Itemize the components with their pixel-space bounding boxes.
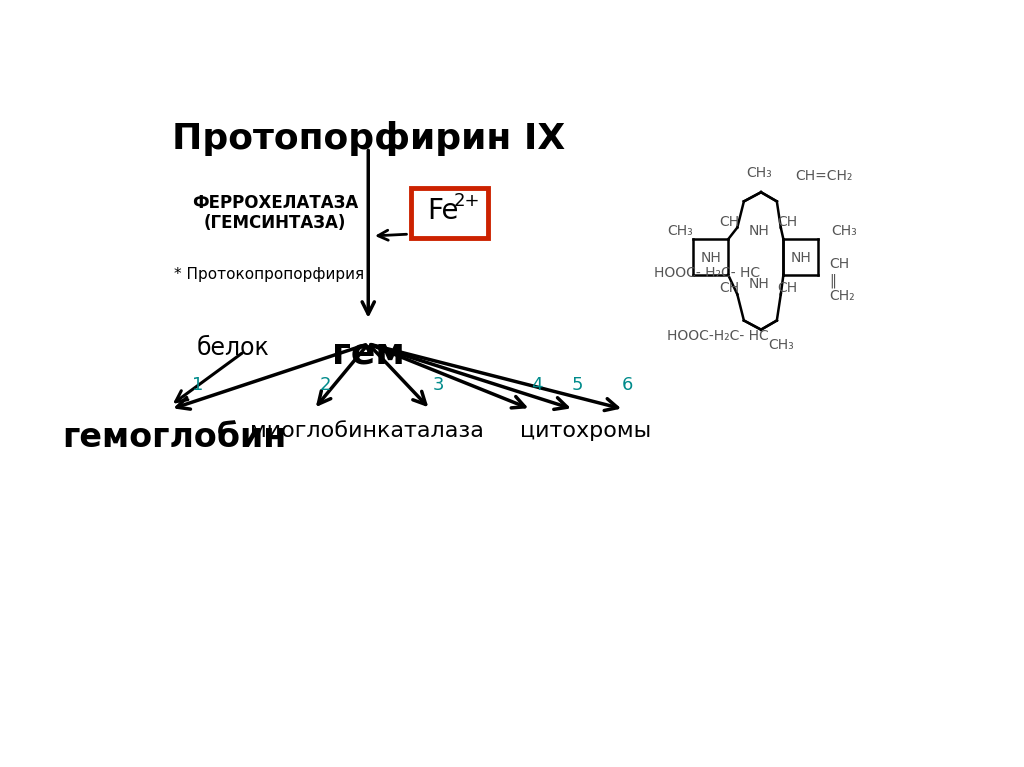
Text: CH₃: CH₃ — [746, 166, 772, 180]
Text: 1: 1 — [193, 376, 204, 394]
Text: * Протокопропорфирия: * Протокопропорфирия — [174, 267, 365, 282]
Text: CH₃: CH₃ — [768, 337, 794, 351]
Text: CH: CH — [777, 216, 798, 229]
Text: HOOC-H₂C- HC: HOOC-H₂C- HC — [667, 328, 769, 343]
Text: 2: 2 — [319, 376, 332, 394]
Text: NH: NH — [700, 251, 721, 265]
Text: 6: 6 — [623, 376, 634, 394]
Text: 4: 4 — [530, 376, 542, 394]
Text: 2+: 2+ — [454, 192, 480, 209]
Text: CH=CH₂: CH=CH₂ — [796, 169, 853, 183]
Text: гемоглобин: гемоглобин — [62, 421, 287, 454]
Text: CH: CH — [719, 281, 739, 295]
Text: NH: NH — [791, 251, 811, 265]
Bar — [411, 188, 488, 238]
Text: HOOC- H₂C- HC: HOOC- H₂C- HC — [653, 266, 760, 281]
Text: гем: гем — [332, 336, 404, 370]
Text: 3: 3 — [432, 376, 443, 394]
Text: NH: NH — [749, 224, 769, 238]
Text: каталаза: каталаза — [377, 421, 483, 441]
Text: NH: NH — [749, 277, 769, 291]
Text: Протопорфирин IX: Протопорфирин IX — [172, 120, 565, 156]
Text: CH: CH — [777, 281, 798, 295]
Text: ФЕРРОХЕЛАТАЗА
(ГЕМСИНТАЗА): ФЕРРОХЕЛАТАЗА (ГЕМСИНТАЗА) — [193, 193, 358, 232]
Text: цитохромы: цитохромы — [519, 421, 651, 441]
Text: CH₂: CH₂ — [829, 288, 855, 303]
Text: миоглобин: миоглобин — [251, 421, 378, 441]
Text: белок: белок — [197, 336, 269, 360]
Text: 5: 5 — [571, 376, 584, 394]
Text: Fe: Fe — [428, 197, 459, 225]
Text: CH₃: CH₃ — [667, 224, 693, 238]
Text: CH: CH — [719, 216, 739, 229]
Text: CH: CH — [829, 256, 850, 271]
Text: CH₃: CH₃ — [831, 224, 857, 238]
Text: ‖: ‖ — [829, 274, 837, 288]
